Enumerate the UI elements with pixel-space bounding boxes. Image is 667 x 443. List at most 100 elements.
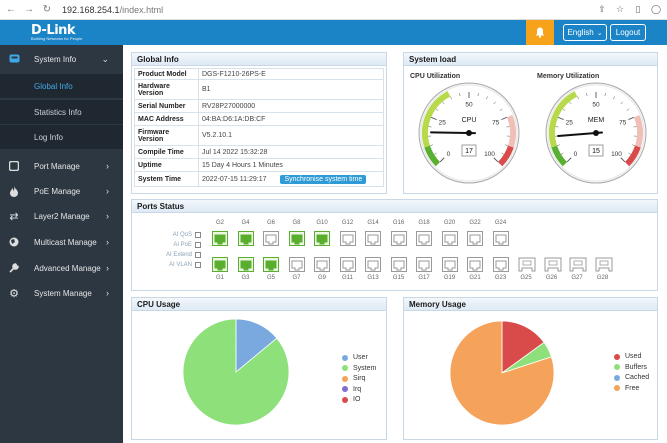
gauge-tick [493,101,496,105]
legend-label: IO [353,396,361,403]
port-icon[interactable] [441,231,458,246]
port-icon[interactable] [390,257,407,272]
sync-time-button[interactable]: Synchronise system time [280,174,367,184]
port-icon[interactable] [492,257,509,272]
port-icon[interactable] [390,231,407,246]
legend-label: Irq [353,385,362,393]
sidebar-item-advanced-manage[interactable]: Advanced Manage › [0,256,123,280]
port-icon[interactable] [288,257,305,272]
gauge-tick [459,93,461,97]
port-icon[interactable] [416,231,432,246]
legend-item[interactable]: IO [342,396,360,403]
bookmark-icon[interactable]: ☆ [615,4,625,14]
port-number-label: G9 [317,275,326,281]
ai-qos-checkbox[interactable] [195,232,201,238]
sfp-port-icon[interactable] [569,257,587,272]
port-icon[interactable] [314,257,330,272]
port-icon[interactable] [339,231,356,246]
sidebar-item-system-manage[interactable]: ⚙ System Manage › [0,281,123,305]
legend-label: Buffers [625,363,648,371]
legend-item[interactable]: User [342,354,368,361]
reload-icon[interactable]: ↻ [42,4,52,15]
port-number-label: G13 [367,275,379,281]
profile-icon[interactable]: ◯ [650,4,662,14]
memory-usage-pie [449,320,555,426]
flame-icon [8,185,20,197]
port-icon[interactable] [416,257,432,272]
port-number-label: G21 [469,275,481,281]
logout-button[interactable]: Logout [610,24,646,41]
legend-dot [342,375,348,382]
ai-vlan-checkbox[interactable] [195,262,201,268]
sidebar-subitem-global-info[interactable]: Global Info [0,74,123,98]
ai-qos-label: AI QoS [172,232,192,238]
legend-item[interactable]: Used [614,353,641,360]
sfp-port-icon[interactable] [518,257,536,272]
share-icon[interactable]: ⇪ [598,4,606,14]
gauge-tick [628,116,635,121]
gauge-tick [433,152,437,155]
port-icon[interactable] [237,257,254,272]
port-icon[interactable] [365,231,381,246]
language-select[interactable]: English ⌄ [563,24,607,41]
port-icon[interactable] [314,231,330,246]
port-icon[interactable] [263,231,279,246]
port-icon[interactable] [263,257,279,272]
sidebar-toggle-icon[interactable]: ▯ [635,4,641,14]
sidebar-item-system-info[interactable]: System Info ⌄ [0,47,123,71]
port-icon[interactable] [441,257,458,272]
sidebar-item-port-manage[interactable]: Port Manage › [0,154,123,178]
chevron-down-icon: ⌄ [101,53,109,64]
info-value: Jul 14 2022 15:32:28 [198,145,384,159]
info-key: System Time [134,171,199,187]
gauge-tick-label: 100 [611,151,622,158]
port-icon[interactable] [339,257,356,272]
legend-item[interactable]: Buffers [614,364,647,371]
port-number-label: G28 [596,275,609,281]
gauge-tick [569,101,572,105]
cpu-usage-pie [182,318,290,426]
legend-label: Cached [625,374,650,381]
legend-item[interactable]: Irq [342,386,361,393]
gauge-tick [501,152,505,155]
port-icon[interactable] [467,231,483,246]
gear-icon: ⚙ [9,287,19,300]
sfp-port-icon[interactable] [544,257,561,272]
sidebar-item-multicast-manage[interactable]: Multicast Manage › [0,230,123,254]
port-number-label: G24 [494,220,507,226]
dlink-logo[interactable]: D-Link [31,23,76,38]
port-number-label: G12 [341,220,354,226]
gauge-tick [493,157,499,163]
sidebar-item-poe-manage[interactable]: PoE Manage › [0,179,123,203]
sidebar-subitem-log-info[interactable]: Log Info [0,125,123,149]
port-icon[interactable] [288,231,305,246]
port-icon[interactable] [492,231,509,246]
ai-extend-checkbox[interactable] [195,252,201,258]
sidebar-subitem-statistics-info[interactable]: Statistics Info [0,100,123,124]
legend-item[interactable]: Free [614,385,639,392]
forward-icon[interactable]: → [24,4,34,15]
port-icon[interactable] [365,257,381,272]
legend-item[interactable]: System [342,365,376,372]
port-icon[interactable] [212,257,228,272]
sfp-port-icon[interactable] [595,257,612,272]
sidebar-item-layer2-manage[interactable]: ⇄ Layer2 Manage › [0,204,123,228]
info-key: Compile Time [134,145,199,159]
legend-item[interactable]: Cached [614,374,649,381]
gauge-tick [556,144,560,146]
port-number-label: G4 [241,220,250,226]
port-icon[interactable] [237,231,254,246]
ai-poe-checkbox[interactable] [195,242,201,248]
gauge-tick [632,144,636,146]
legend-item[interactable]: Sirq [342,375,365,382]
legend-label: System [353,364,377,372]
port-number-label: G1 [215,275,224,281]
port-icon[interactable] [212,231,228,246]
notification-bell-button[interactable] [526,20,554,45]
address-bar[interactable]: 192.168.254.1/index.html [62,5,595,15]
gauge-tick [613,96,615,100]
pie-slice-free [449,320,555,426]
back-icon[interactable]: ← [6,4,16,15]
chevron-right-icon: › [106,288,109,298]
port-icon[interactable] [467,257,483,272]
